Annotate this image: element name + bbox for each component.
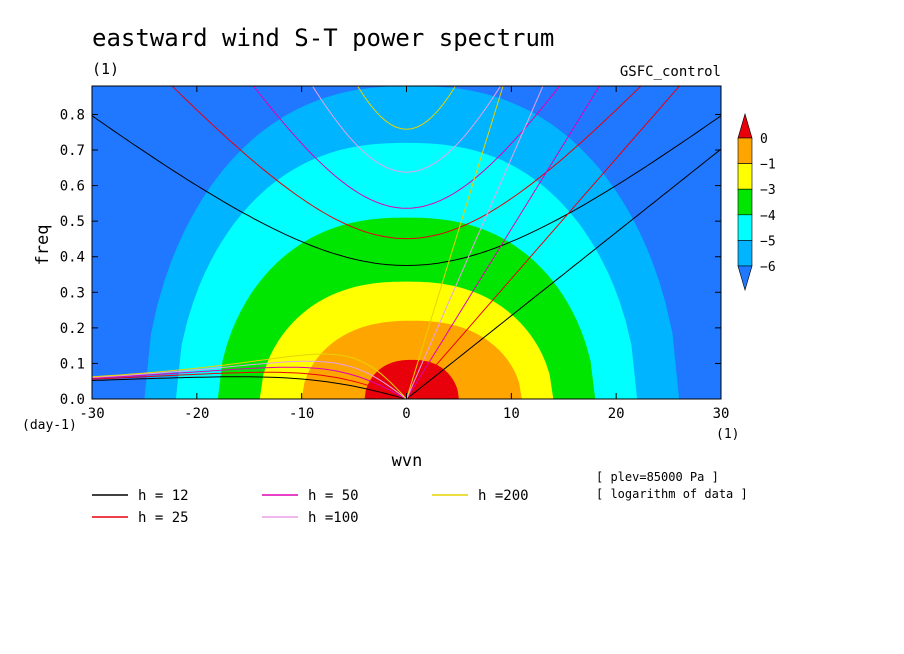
y-tick-label-5: 0.5: [60, 214, 85, 230]
x-tick-label-3: 0: [402, 406, 410, 422]
x-tick-label-1: -20: [184, 406, 209, 422]
chart-title: eastward wind S-T power spectrum: [92, 24, 554, 52]
annotation-plev: [ plev=85000 Pa ]: [596, 470, 719, 484]
legend-label-2: h = 50: [308, 488, 359, 504]
x-axis-ticks: -30 -20 -10 0 10 20 30: [79, 86, 729, 422]
x-axis-label: wvn: [392, 451, 423, 471]
x-tick-label-0: -30: [79, 406, 104, 422]
colorbar-label-4: −5: [760, 234, 776, 249]
chart-subtitle-right: GSFC_control: [620, 64, 721, 80]
dispersion-curve-4-kelvin: [406, 86, 504, 399]
y-axis-unit: (day-1): [22, 418, 77, 433]
dispersion-curve-3: [92, 86, 544, 399]
y-axis-label: freq: [33, 225, 53, 266]
colorbar-label-5: −6: [760, 260, 776, 275]
colorbar: 0 −1 −3 −4 −5 −6: [737, 112, 776, 292]
x-tick-label-5: 20: [608, 406, 625, 422]
y-axis-ticks: 0.0 0.1 0.2 0.3 0.4 0.5 0.6 0.7 0.8: [60, 107, 721, 408]
legend-label-0: h = 12: [138, 488, 189, 504]
dispersion-curve-0: [92, 115, 721, 399]
dispersion-curve-0-rossby: [92, 376, 407, 399]
contour-fills: [92, 86, 721, 399]
dispersion-curve-4: [92, 86, 504, 399]
legend: h = 12 h = 25 h = 50 h =100 h =200: [92, 488, 529, 526]
dispersion-curve-0-inertia-gravity: [92, 115, 721, 267]
dispersion-curve-2-rossby: [92, 366, 407, 399]
dispersion-curve-3-rossby: [92, 360, 407, 399]
dispersion-curve-3-inertia-gravity: [311, 86, 502, 173]
colorbar-extend-bottom: [737, 265, 753, 292]
x-tick-label-6: 30: [713, 406, 730, 422]
colorbar-label-2: −3: [760, 183, 776, 198]
y-tick-label-0: 0.0: [60, 392, 85, 408]
dispersion-curve-4-rossby: [92, 353, 407, 399]
y-tick-label-3: 0.3: [60, 285, 85, 301]
colorbar-label-3: −4: [760, 209, 776, 224]
dispersion-curve-1: [92, 86, 681, 399]
colorbar-extend-top: [737, 112, 753, 139]
colorbar-label-0: 0: [760, 132, 768, 147]
y-tick-label-6: 0.6: [60, 179, 85, 195]
colorbar-swatch-3: [737, 214, 753, 241]
dispersion-curve-2-inertia-gravity: [252, 86, 561, 209]
colorbar-label-1: −1: [760, 158, 776, 173]
dispersion-curve-0-kelvin: [406, 148, 721, 399]
chart-subtitle-left: (1): [92, 60, 119, 78]
legend-label-3: h =100: [308, 510, 359, 526]
x-tick-label-2: -10: [289, 406, 314, 422]
colorbar-swatch-4: [737, 240, 753, 267]
x-axis-unit: (1): [716, 427, 739, 442]
colorbar-swatch-2: [737, 188, 753, 216]
colorbar-swatch-1: [737, 163, 753, 190]
dispersion-curve-2: [92, 86, 601, 399]
dispersion-curve-1-rossby: [92, 371, 407, 399]
y-tick-label-8: 0.8: [60, 107, 85, 123]
y-tick-label-1: 0.1: [60, 356, 85, 372]
colorbar-swatch-0: [737, 137, 753, 164]
legend-label-4: h =200: [478, 488, 529, 504]
y-tick-label-4: 0.4: [60, 250, 85, 266]
legend-label-1: h = 25: [138, 510, 189, 526]
dispersion-curve-4-inertia-gravity: [357, 86, 456, 130]
x-tick-label-4: 10: [503, 406, 520, 422]
dispersion-curve-1-kelvin: [406, 86, 681, 399]
dispersion-curve-2-kelvin: [406, 86, 601, 399]
annotation-logarithm: [ logarithm of data ]: [596, 487, 748, 501]
dispersion-curve-3-kelvin: [406, 86, 544, 399]
y-tick-label-2: 0.2: [60, 321, 85, 337]
dispersion-curve-1-inertia-gravity: [171, 86, 642, 240]
dispersion-curves: [92, 86, 721, 399]
y-tick-label-7: 0.7: [60, 143, 85, 159]
